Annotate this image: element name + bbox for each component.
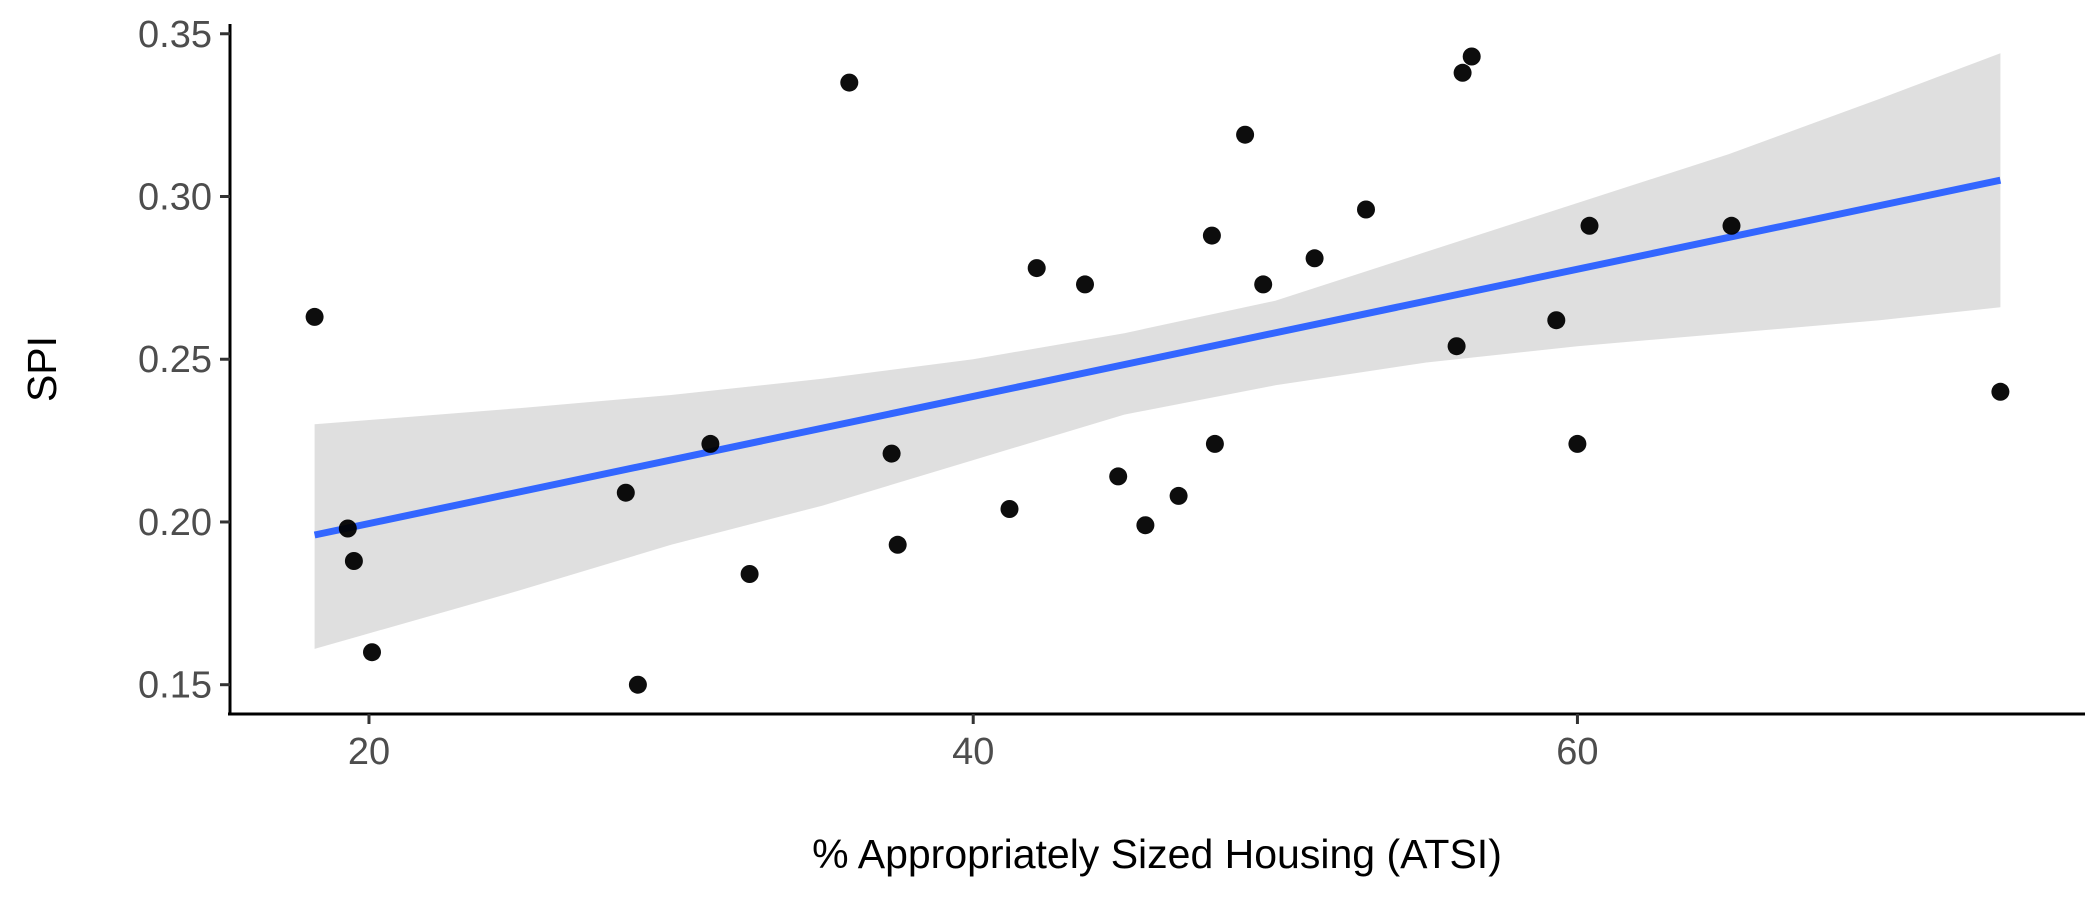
data-point (338, 519, 357, 538)
data-point (1136, 516, 1155, 535)
data-point (616, 483, 635, 502)
y-axis-title: SPI (19, 336, 65, 402)
data-point (840, 73, 859, 92)
y-tick-label: 0.15 (138, 665, 212, 707)
data-point (1568, 434, 1587, 453)
data-point (882, 444, 901, 463)
data-point (1076, 275, 1094, 294)
data-point (1447, 337, 1466, 356)
trend-line (313, 176, 2002, 539)
data-point (1000, 500, 1019, 518)
data-point (888, 535, 907, 554)
data-point (1580, 216, 1599, 235)
data-point (740, 565, 759, 583)
y-tick-label: 0.35 (138, 14, 212, 56)
data-point (1236, 125, 1255, 144)
data-points-layer (305, 47, 2010, 694)
data-point (1027, 259, 1046, 278)
data-point (1254, 275, 1273, 294)
confidence-band (314, 53, 2001, 649)
axes-layer (228, 24, 2085, 716)
y-tick-label: 0.20 (138, 502, 212, 544)
trend-line-layer (313, 176, 2002, 539)
confidence-band-layer (314, 53, 2001, 649)
x-tick-label: 60 (1556, 731, 1598, 773)
data-point (1991, 382, 2010, 401)
data-point (305, 307, 324, 326)
x-tick-label: 40 (952, 731, 994, 773)
data-point (363, 643, 381, 662)
data-point (1453, 63, 1472, 82)
data-point (1205, 434, 1224, 453)
data-point (628, 675, 647, 694)
data-point (1109, 467, 1128, 486)
y-tick-label: 0.25 (138, 339, 212, 381)
x-tick-label: 20 (348, 731, 390, 773)
data-point (1462, 47, 1481, 66)
data-point (1305, 249, 1324, 268)
ticks-layer: 20 40 60 0.15 0.20 0.25 0.30 0.35 (138, 14, 1599, 773)
data-point (1722, 216, 1741, 235)
data-point (1547, 311, 1566, 330)
data-point (344, 552, 363, 570)
x-axis-title: % Appropriately Sized Housing (ATSI) (812, 831, 1502, 877)
data-point (1357, 200, 1375, 219)
data-point (1169, 486, 1188, 505)
data-point (701, 434, 720, 453)
y-tick-label: 0.30 (138, 177, 212, 219)
data-point (1202, 226, 1221, 245)
